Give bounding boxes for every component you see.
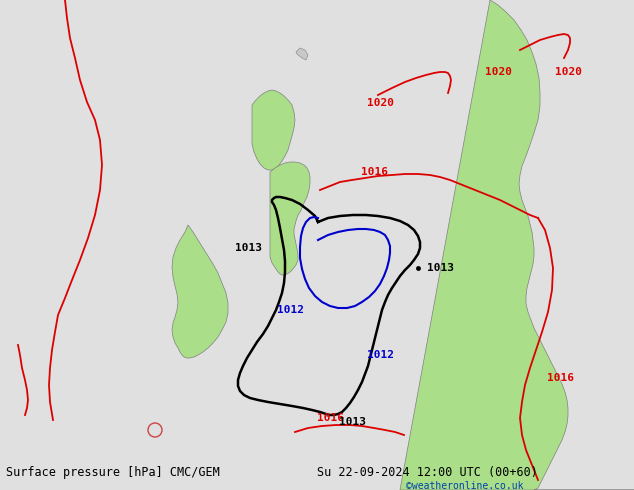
Text: 1016: 1016 [547,373,574,383]
Polygon shape [252,90,295,170]
Text: Su 22-09-2024 12:00 UTC (00+60): Su 22-09-2024 12:00 UTC (00+60) [317,466,538,479]
Polygon shape [296,48,308,60]
Text: 1013: 1013 [235,243,261,253]
Text: 1012: 1012 [366,350,394,360]
Text: ©weatheronline.co.uk: ©weatheronline.co.uk [406,481,523,490]
Text: 1016: 1016 [316,413,344,423]
Text: 1016: 1016 [361,167,389,177]
Polygon shape [270,162,310,275]
Text: Surface pressure [hPa] CMC/GEM: Surface pressure [hPa] CMC/GEM [6,466,220,479]
Text: 1013: 1013 [339,417,365,427]
Text: 1013: 1013 [427,263,453,273]
Polygon shape [172,225,228,358]
Polygon shape [400,0,634,490]
Text: 1020: 1020 [484,67,512,77]
Text: 1020: 1020 [555,67,581,77]
Text: 1020: 1020 [366,98,394,108]
Text: 1012: 1012 [276,305,304,315]
